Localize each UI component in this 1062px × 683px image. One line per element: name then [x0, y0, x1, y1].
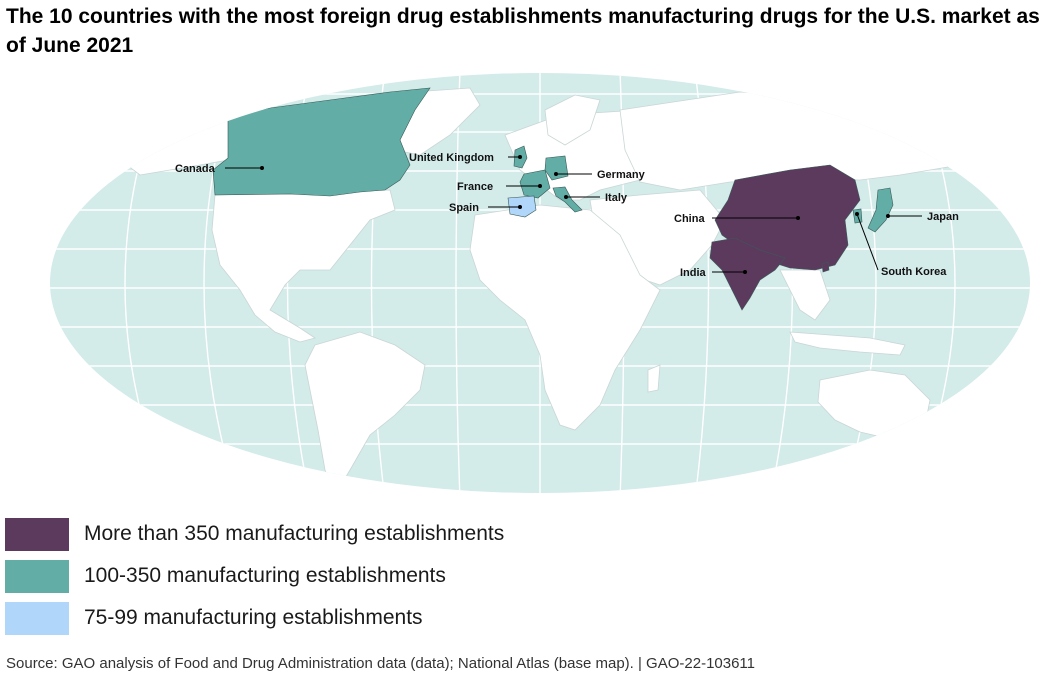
new-zealand	[954, 429, 971, 456]
world-map-svg: Canada United Kingdom Germany France Ita…	[50, 73, 1030, 493]
label-china: China	[674, 213, 705, 225]
legend-swatch	[5, 602, 69, 635]
label-dots	[260, 155, 890, 274]
legend-item-100-350: 100-350 manufacturing establishments	[5, 560, 705, 594]
legend-item-more-than-350: More than 350 manufacturing establishmen…	[5, 518, 705, 552]
legend-swatch	[5, 518, 69, 551]
usa-mexico	[211, 189, 396, 343]
label-canada: Canada	[175, 163, 216, 175]
world-map: Canada United Kingdom Germany France Ita…	[0, 70, 1062, 500]
label-france: France	[457, 181, 493, 193]
legend-label: 100-350 manufacturing establishments	[84, 564, 446, 587]
label-italy: Italy	[605, 192, 628, 204]
country-india	[709, 237, 786, 311]
label-japan: Japan	[927, 211, 959, 223]
madagascar	[647, 364, 661, 393]
se-asia	[779, 269, 831, 321]
south-america	[304, 331, 426, 493]
legend-swatch	[5, 560, 69, 593]
label-spain: Spain	[449, 202, 479, 214]
map-title: The 10 countries with the most foreign d…	[6, 5, 1040, 57]
label-united-kingdom: United Kingdom	[409, 152, 494, 164]
legend-label: 75-99 manufacturing establishments	[84, 606, 423, 629]
country-italy	[552, 186, 583, 213]
africa	[469, 204, 661, 431]
source-note: Source: GAO analysis of Food and Drug Ad…	[6, 655, 756, 672]
label-india: India	[680, 267, 707, 279]
country-labels	[225, 156, 922, 273]
country-taiwan	[821, 261, 830, 273]
country-spain	[507, 195, 537, 218]
label-germany: Germany	[597, 169, 646, 181]
country-japan	[867, 187, 894, 233]
legend-item-75-99: 75-99 manufacturing establishments	[5, 602, 705, 636]
legend-label: More than 350 manufacturing establishmen…	[84, 522, 505, 545]
label-south-korea: South Korea	[881, 266, 947, 278]
scandinavia	[544, 94, 601, 146]
indonesia	[789, 331, 906, 356]
country-canada	[212, 87, 431, 197]
